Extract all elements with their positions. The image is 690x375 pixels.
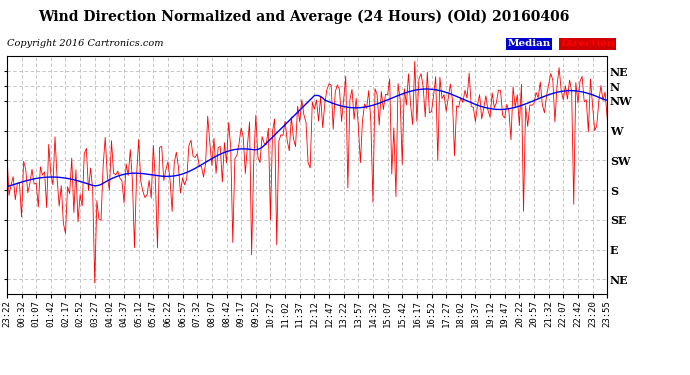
Text: Median: Median <box>507 39 551 48</box>
Text: Wind Direction Normalized and Average (24 Hours) (Old) 20160406: Wind Direction Normalized and Average (2… <box>38 9 569 24</box>
Text: Copyright 2016 Cartronics.com: Copyright 2016 Cartronics.com <box>7 39 164 48</box>
Text: Direction: Direction <box>560 39 615 48</box>
